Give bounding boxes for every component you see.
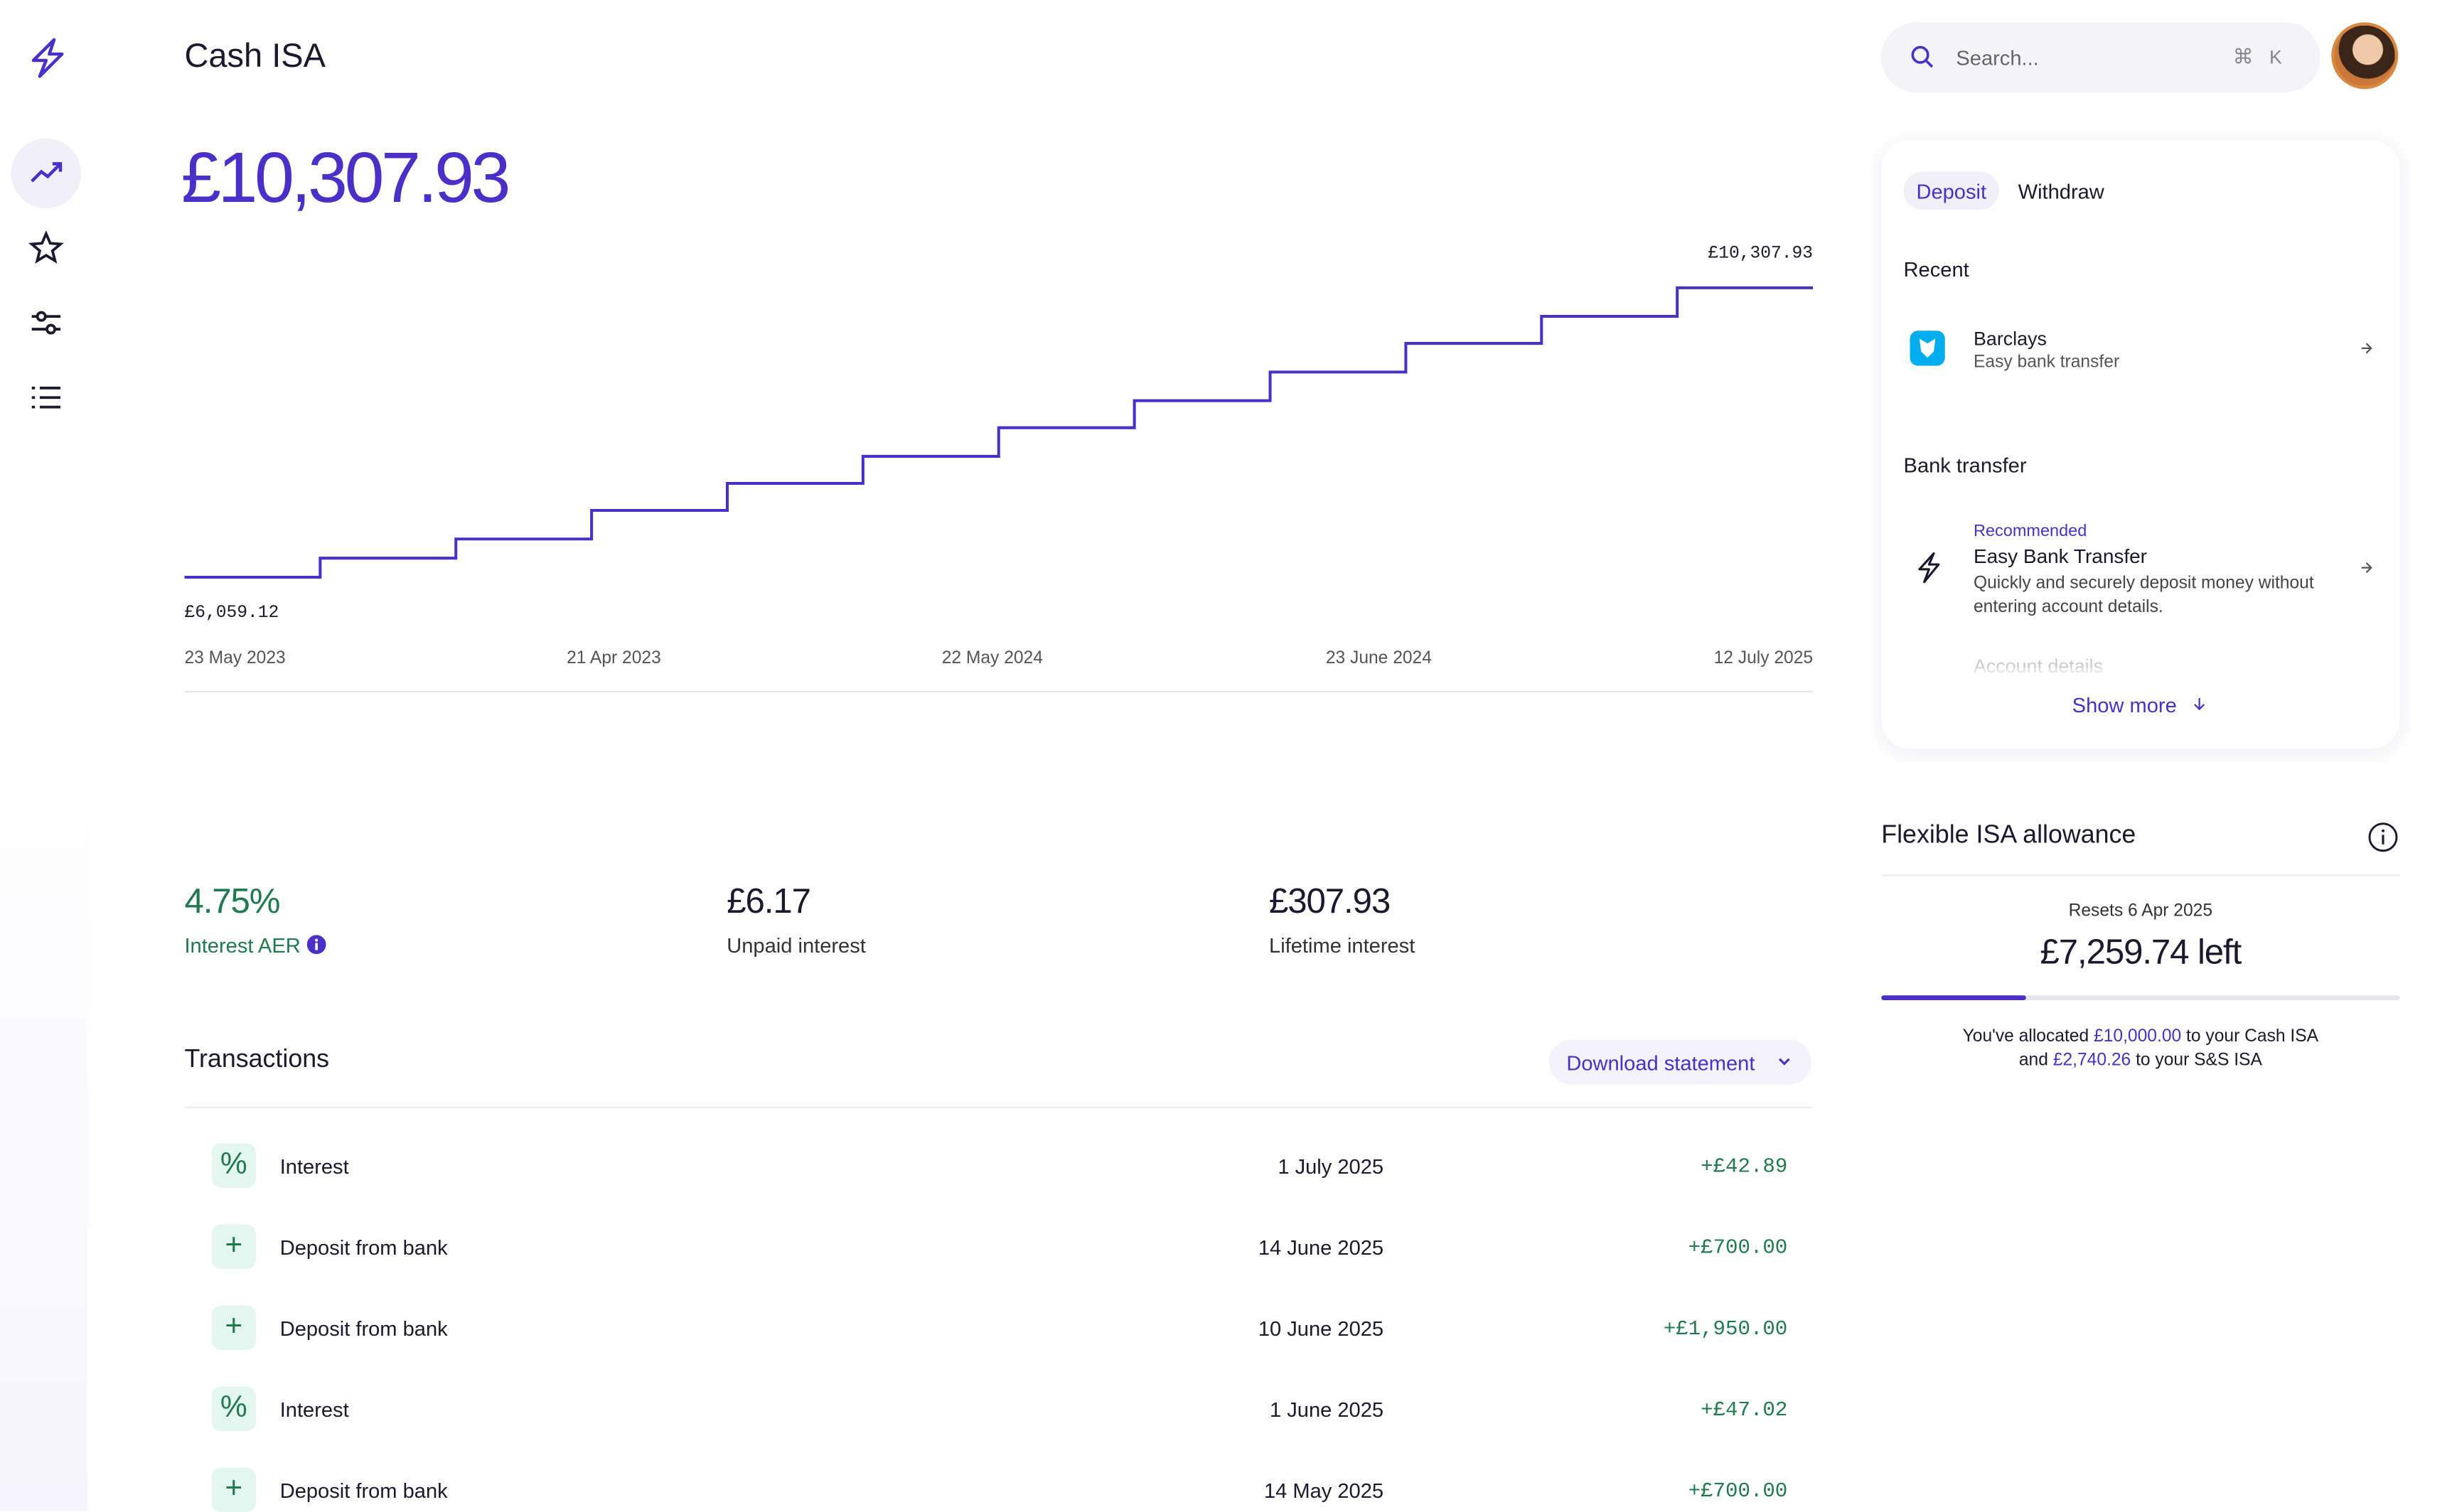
value-label: £6,059.12: [184, 604, 279, 623]
nav-settings[interactable]: [28, 305, 63, 340]
transactions-title: Transactions: [184, 1046, 330, 1073]
item-title[interactable]: Barclays: [1973, 327, 2047, 350]
transaction-date: 1 July 2025: [1278, 1154, 1384, 1179]
transaction-icon: %: [211, 1386, 257, 1432]
note-amount: £2,740.26: [2052, 1051, 2131, 1071]
chevron: [1778, 1058, 1790, 1066]
search-icon: [1911, 45, 1934, 68]
shortcut-key: K: [2269, 45, 2282, 69]
transaction-date: 1 June 2025: [1269, 1398, 1384, 1422]
allowance-left: £7,259.74 left: [2040, 931, 2242, 972]
page-title: Cash ISA: [184, 38, 326, 75]
arrow: [2361, 343, 2372, 354]
transaction-name: Deposit from bank: [279, 1235, 448, 1260]
transaction-name: Deposit from bank: [279, 1317, 448, 1341]
tab[interactable]: Withdraw: [2018, 179, 2104, 204]
stat-label: Lifetime interest: [1269, 933, 1415, 958]
note-text: to your S&S ISA: [2131, 1051, 2262, 1071]
resets: Resets 6 Apr 2025: [2068, 901, 2213, 921]
arrow-down: [2194, 697, 2205, 711]
stat-value: 4.75%: [184, 881, 280, 921]
tab-active[interactable]: [1903, 171, 1999, 210]
sidebar-bg: [0, 699, 88, 1511]
deposit-panel: [1881, 139, 2400, 749]
x-label: 12 July 2025: [1714, 648, 1813, 667]
item-title[interactable]: Easy Bank Transfer: [1973, 545, 2147, 568]
allocation-note: You've allocated £10,000.00 to your Cash…: [1881, 1026, 2399, 1073]
avatar[interactable]: [2331, 22, 2399, 90]
transaction-icon: +: [211, 1467, 257, 1512]
fade: [1900, 667, 2378, 700]
progress-track: [1881, 995, 2400, 1001]
transaction-amount: +£42.89: [1701, 1154, 1788, 1179]
value-label: £10,307.93: [1708, 244, 1813, 263]
x-label: 23 May 2023: [184, 648, 285, 667]
transaction-amount: +£700.00: [1688, 1235, 1788, 1260]
stat-label: Unpaid interest: [727, 933, 866, 958]
transaction-icon: %: [211, 1143, 257, 1188]
x-label: 22 May 2024: [942, 648, 1043, 667]
note-text: You've allocated: [1962, 1027, 2094, 1046]
arrow: [2361, 562, 2372, 574]
item-subtitle: Easy bank transfer: [1973, 353, 2120, 372]
item-desc: Quickly and securely deposit money witho…: [1973, 574, 2314, 617]
search-box[interactable]: [1881, 22, 2320, 92]
nav-list[interactable]: [28, 382, 63, 417]
transaction-amount: +£47.02: [1701, 1398, 1788, 1422]
search-placeholder: Search...: [1956, 45, 2039, 70]
info-icon[interactable]: [2368, 822, 2399, 852]
stat-value: £6.17: [727, 881, 811, 921]
info-icon[interactable]: [306, 935, 326, 955]
step-line: [184, 286, 1814, 579]
transaction-name: Interest: [279, 1154, 349, 1179]
stat-label: Interest AER: [184, 933, 301, 958]
note-text: and: [2018, 1051, 2053, 1071]
show-more[interactable]: Show more: [2072, 693, 2177, 717]
logo: [31, 38, 64, 78]
divider: [1881, 874, 2400, 876]
transaction-amount: +£1,950.00: [1663, 1317, 1788, 1341]
tab[interactable]: Deposit: [1916, 179, 1987, 204]
allowance-title: Flexible ISA allowance: [1881, 822, 2136, 849]
stat-value: £307.93: [1269, 881, 1391, 921]
transaction-date: 14 May 2025: [1263, 1479, 1384, 1503]
nav-chart[interactable]: [28, 156, 63, 191]
nav-active[interactable]: [11, 138, 82, 209]
x-label: 21 Apr 2023: [567, 648, 661, 667]
transaction-icon: +: [211, 1224, 257, 1270]
x-label: 23 June 2024: [1326, 648, 1432, 667]
section-heading: Recent: [1903, 257, 1969, 282]
divider: [184, 1106, 1814, 1109]
note-text: to your Cash ISA: [2181, 1027, 2319, 1046]
download-button[interactable]: [1548, 1039, 1811, 1085]
download-label[interactable]: Download statement: [1566, 1051, 1755, 1076]
transaction-name: Interest: [279, 1398, 349, 1422]
transaction-icon: +: [211, 1305, 257, 1351]
eagle: [1919, 338, 1936, 358]
chart: £6,059.12 £10,307.93 23 May 2023 21 Apr 202…: [184, 244, 1814, 693]
transaction-date: 14 June 2025: [1258, 1235, 1384, 1260]
transaction-name: Deposit from bank: [279, 1479, 448, 1503]
section-heading: Bank transfer: [1903, 453, 2027, 478]
shortcut-key: ⌘: [2232, 44, 2254, 69]
bolt-icon: [1918, 552, 1940, 584]
transaction-date: 10 June 2025: [1258, 1317, 1384, 1341]
transaction-amount: +£700.00: [1688, 1479, 1788, 1503]
nav-star[interactable]: [28, 230, 64, 265]
progress-fill: [1881, 995, 2027, 1001]
balance: £10,307.93: [181, 136, 511, 218]
tag: Recommended: [1973, 521, 2087, 541]
note-amount: £10,000.00: [2094, 1027, 2182, 1046]
